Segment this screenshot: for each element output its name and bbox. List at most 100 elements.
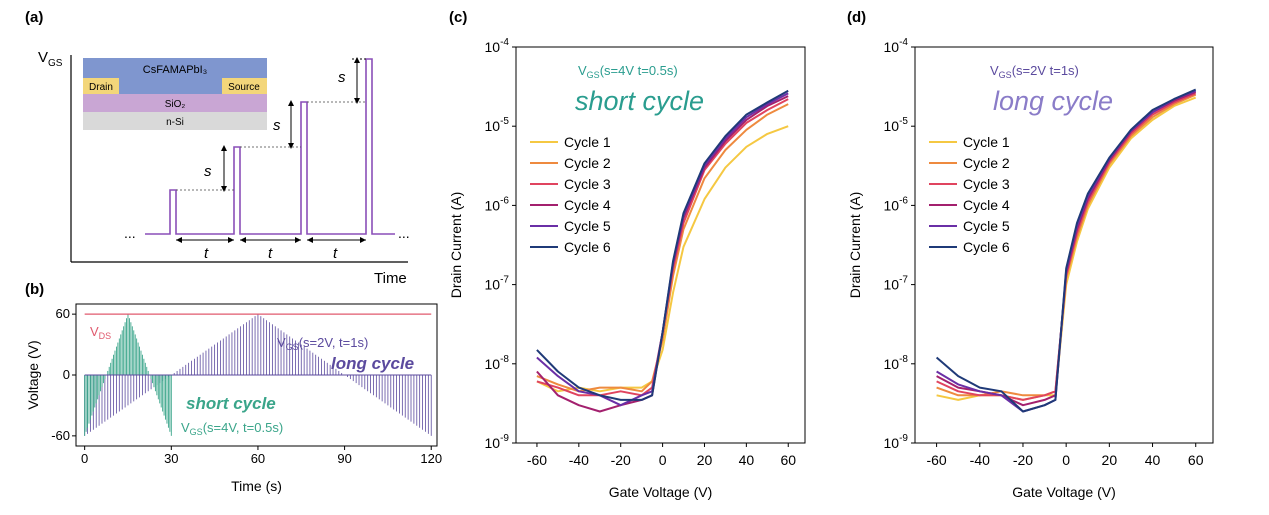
- panel-b-plot-area: 0 30 60 90 120 -60 0 60 Time (s) Voltage (V): [25, 303, 442, 494]
- panel-c-vgs-label: VGS(s=4V t=0.5s): [578, 63, 678, 80]
- y-axis-label: Drain Current (A): [847, 192, 863, 299]
- legend-label: Cycle 3: [963, 176, 1010, 192]
- y-tick-label: 0: [63, 367, 70, 382]
- drain-contact: [83, 78, 119, 94]
- channel-layer: [119, 78, 222, 94]
- long-vgs-label: VGS(s=2V, t=1s): [277, 335, 368, 352]
- x-tick-label: -20: [611, 452, 631, 468]
- series-line-cycle-6: [536, 89, 789, 401]
- panel-d-vgs-label: VGS(s=2V t=1s): [990, 63, 1079, 80]
- x-tick-label: 120: [420, 451, 442, 466]
- y-tick-label: 10-4: [485, 37, 510, 55]
- plot-frame: [515, 46, 806, 444]
- short-vgs-label: VGS(s=4V, t=0.5s): [181, 420, 283, 437]
- x-tick-label: 0: [1062, 452, 1070, 468]
- y-tick-label: 10-7: [884, 275, 909, 293]
- y-tick-label: 10-7: [485, 275, 510, 293]
- sio2-label: SiO₂: [165, 99, 186, 110]
- legend-label: Cycle 2: [963, 155, 1010, 171]
- ellipsis-left: ...: [124, 225, 136, 241]
- device-stack: CsFAMAPbI₃ Drain Source SiO₂ n-Si: [83, 58, 267, 130]
- legend-label: Cycle 4: [564, 197, 611, 213]
- y-tick-label: 60: [56, 306, 70, 321]
- legend-label: Cycle 4: [963, 197, 1010, 213]
- plot-frame: [914, 46, 1214, 444]
- legend-label: Cycle 5: [564, 218, 611, 234]
- si-label: n-Si: [166, 117, 184, 128]
- panel-b-label: (b): [25, 281, 44, 298]
- panel-c-plot-area: -60 -40 -20 0 20 40 60 10-9 10-8 10-7 10-6 10-5 10-4…: [448, 37, 806, 500]
- x-tick-label: 60: [251, 451, 265, 466]
- legend-label: Cycle 2: [564, 155, 611, 171]
- panel-c-big-title: short cycle: [575, 86, 704, 116]
- short-cycle-title: short cycle: [186, 394, 276, 413]
- y-tick-label: 10-6: [884, 195, 909, 213]
- series-line-cycle-1: [536, 125, 789, 393]
- step-label-1: s: [204, 163, 212, 180]
- ellipsis-right: ...: [398, 225, 410, 241]
- legend-label: Cycle 6: [564, 239, 611, 255]
- panel-d-label: (d): [847, 9, 866, 26]
- panel-a-label: (a): [25, 9, 43, 26]
- drain-label: Drain: [89, 82, 113, 93]
- panel-d-plot-area: -60 -40 -20 0 20 40 60 10-9 10-8 10-7 10-6 10-5 10-4…: [847, 37, 1214, 500]
- step-label-2: s: [273, 117, 281, 134]
- interval-label-1: t: [204, 245, 209, 262]
- legend-label: Cycle 3: [564, 176, 611, 192]
- x-tick-label: -20: [1013, 452, 1033, 468]
- panel-b-x-label: Time (s): [231, 478, 282, 494]
- si-layer: [83, 112, 267, 130]
- legend-label: Cycle 1: [564, 134, 611, 150]
- x-tick-label: -40: [569, 452, 589, 468]
- source-contact: [222, 78, 267, 94]
- y-tick-label: 10-9: [884, 433, 909, 451]
- x-tick-label: 40: [739, 452, 755, 468]
- x-tick-label: 40: [1145, 452, 1161, 468]
- perovskite-label: CsFAMAPbI₃: [143, 64, 207, 76]
- x-tick-label: 20: [697, 452, 713, 468]
- step-arrowheads: [221, 57, 360, 192]
- x-axis-label: Gate Voltage (V): [609, 484, 713, 500]
- pulse-train: [145, 58, 395, 235]
- y-tick-label: 10-8: [884, 354, 909, 372]
- panel-c-chart: (c) -60 -40 -20 0 20 40 60 10-9 10-8 10-7 10-6 10-5…: [448, 9, 806, 500]
- x-tick-label: -60: [527, 452, 547, 468]
- y-tick-label: 10-5: [485, 116, 510, 134]
- y-tick-label: -60: [51, 428, 70, 443]
- series-line-cycle-6: [935, 88, 1197, 413]
- panel-d-chart: (d) -60 -40 -20 0 20 40 60 10-9 10-8 10-7 10-6 10-5…: [847, 9, 1214, 500]
- x-tick-label: 60: [1188, 452, 1204, 468]
- x-tick-label: 0: [81, 451, 88, 466]
- vds-label: VDS: [90, 324, 111, 341]
- y-tick-label: 10-8: [485, 354, 510, 372]
- x-tick-label: -40: [970, 452, 990, 468]
- panel-c-label: (c): [449, 9, 467, 26]
- interval-label-2: t: [268, 245, 273, 262]
- legend-label: Cycle 6: [963, 239, 1010, 255]
- legend-label: Cycle 5: [963, 218, 1010, 234]
- y-tick-label: 10-4: [884, 37, 909, 55]
- x-tick-label: 30: [164, 451, 178, 466]
- legend-label: Cycle 1: [963, 134, 1010, 150]
- perovskite-layer: [83, 58, 267, 78]
- panel-a-schematic: (a) VGS Time CsFAMAPbI₃ Drain Source SiO…: [25, 9, 410, 287]
- y-axis-label: Drain Current (A): [448, 192, 464, 299]
- x-tick-label: 90: [337, 451, 351, 466]
- sio2-layer: [83, 94, 267, 112]
- step-label-3: s: [338, 69, 346, 86]
- panel-a-x-label: Time: [374, 270, 407, 287]
- panel-a-y-label: VGS: [38, 49, 63, 69]
- source-label: Source: [228, 82, 260, 93]
- panel-b-y-label: Voltage (V): [25, 340, 41, 409]
- y-tick-label: 10-9: [485, 433, 510, 451]
- interval-label-3: t: [333, 245, 338, 262]
- x-axis-label: Gate Voltage (V): [1012, 484, 1116, 500]
- x-tick-label: 0: [659, 452, 667, 468]
- x-tick-label: -60: [926, 452, 946, 468]
- long-cycle-title: long cycle: [331, 354, 414, 373]
- interval-arrowheads: [176, 237, 366, 243]
- step-arrows: [223, 58, 366, 190]
- y-tick-label: 10-5: [884, 116, 909, 134]
